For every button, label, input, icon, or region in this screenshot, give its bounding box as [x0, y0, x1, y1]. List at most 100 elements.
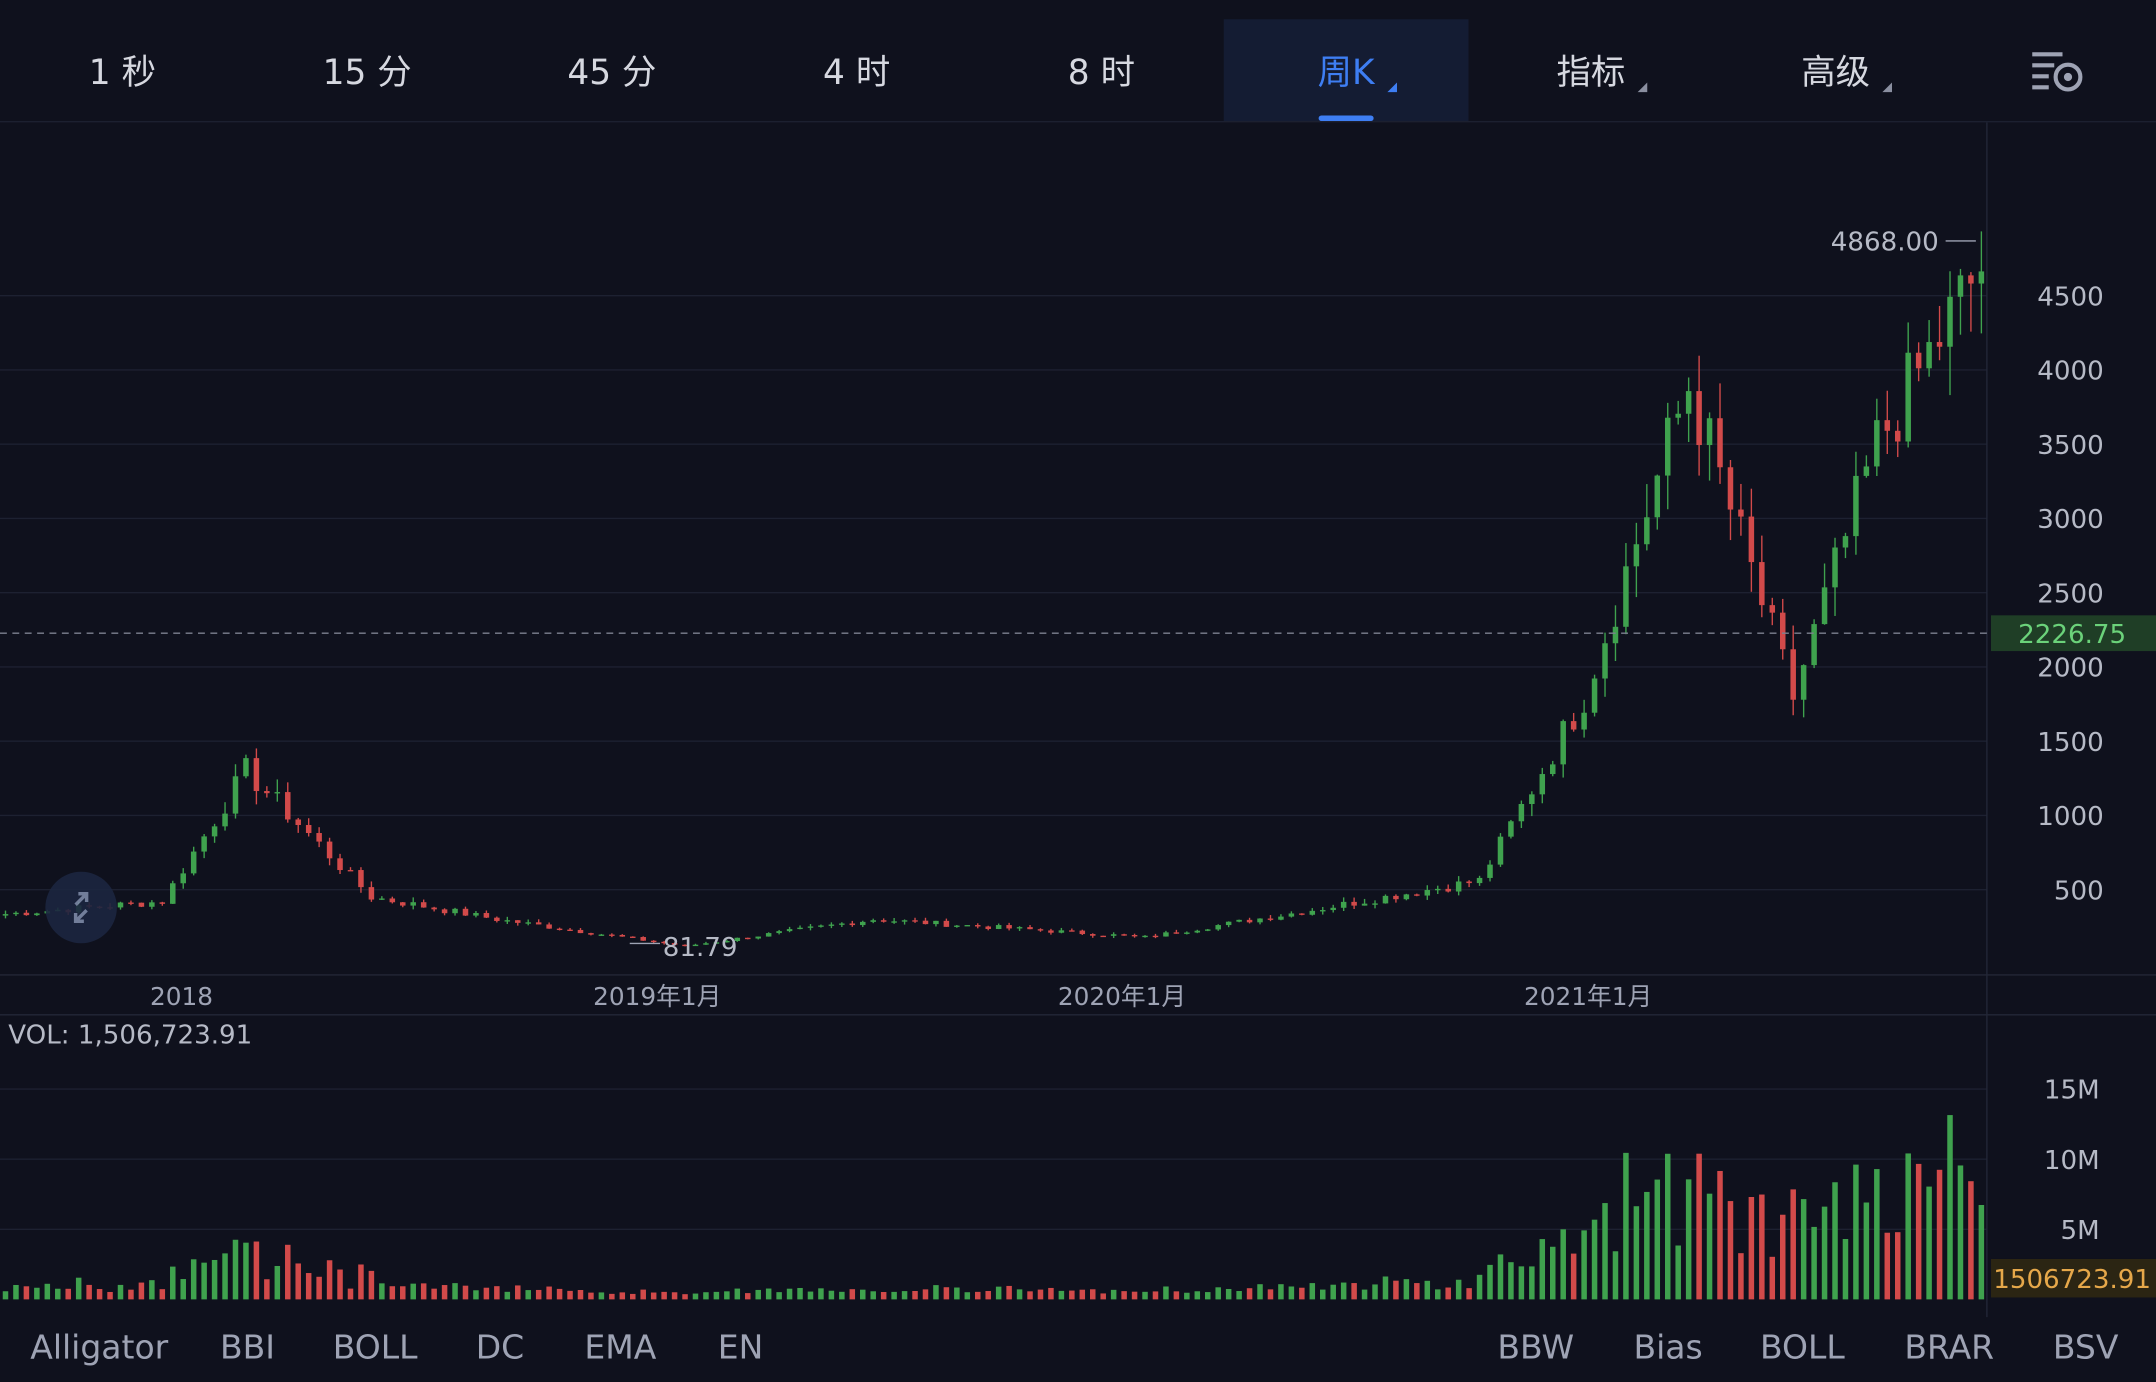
time-tick-label: 2021年1月 — [1524, 982, 1652, 1011]
price-tick-label: 3500 — [2037, 431, 2103, 461]
volume-bar — [1842, 1238, 1849, 1300]
candle-body — [985, 926, 991, 929]
candle-body — [849, 923, 856, 926]
indicator-bbw[interactable]: BBW — [1497, 1328, 1575, 1367]
volume-bar — [1978, 1204, 1985, 1300]
candle-body — [1403, 894, 1410, 900]
indicator-bias[interactable]: Bias — [1633, 1328, 1703, 1367]
volume-bar — [1027, 1291, 1033, 1300]
candle-body — [1288, 913, 1295, 917]
volume-bar — [1518, 1266, 1525, 1300]
candle-body — [1205, 929, 1211, 931]
expand-chart-button[interactable] — [45, 871, 117, 944]
volume-bar — [661, 1291, 667, 1300]
volume-bar — [1090, 1289, 1096, 1300]
volume-bar — [107, 1291, 113, 1300]
volume-bar — [347, 1288, 354, 1300]
volume-tick-label: 10M — [2044, 1146, 2100, 1176]
candle-body — [682, 944, 688, 947]
volume-bar — [912, 1290, 918, 1300]
volume-bar — [1257, 1284, 1263, 1300]
tab-15m[interactable]: 15 分 — [322, 52, 412, 93]
volume-bar — [180, 1279, 186, 1300]
candle-body — [170, 883, 176, 904]
volume-bar — [995, 1286, 1002, 1300]
volume-bar — [1048, 1287, 1054, 1300]
candle-body — [556, 928, 563, 931]
volume-bar — [609, 1293, 615, 1300]
volume-bar — [556, 1288, 563, 1300]
candle-body — [1549, 764, 1556, 775]
volume-bar — [860, 1289, 866, 1300]
tab-45m[interactable]: 45 分 — [567, 52, 657, 93]
candle-body — [1874, 420, 1880, 467]
tab-1s[interactable]: 1 秒 — [88, 52, 156, 93]
candle-body — [316, 833, 322, 842]
tab-4h[interactable]: 4 时 — [823, 52, 891, 93]
candle-body — [1717, 418, 1723, 468]
candle-body — [1654, 475, 1661, 518]
indicator-bbi[interactable]: BBI — [220, 1328, 276, 1367]
low-price-label: 81.79 — [663, 933, 738, 963]
candle-body — [1184, 932, 1190, 934]
tab-indicators[interactable]: 指标 — [1469, 19, 1714, 121]
tab-advanced[interactable]: 高级 — [1713, 19, 1958, 121]
volume-bar — [1424, 1280, 1431, 1300]
indicator-bsv[interactable]: BSV — [2052, 1328, 2119, 1367]
volume-bar — [724, 1291, 730, 1300]
volume-bar — [1779, 1214, 1786, 1300]
candle-body — [1978, 271, 1985, 284]
indicator-boll-main[interactable]: BOLL — [332, 1328, 418, 1367]
dropdown-triangle-icon — [1387, 82, 1397, 93]
volume-bar — [765, 1288, 772, 1300]
volume-bar — [44, 1283, 51, 1300]
volume-bar — [901, 1291, 908, 1300]
candle-body — [1142, 935, 1148, 938]
candle-body — [1246, 919, 1253, 923]
candle-body — [734, 937, 741, 941]
candle-body — [1957, 275, 1964, 297]
candle-body — [1257, 918, 1263, 923]
candle-body — [1759, 562, 1765, 606]
tab-weekly[interactable]: 周K — [1223, 19, 1469, 121]
volume-bar — [1079, 1289, 1086, 1300]
volume-bar — [1414, 1283, 1420, 1300]
volume-bar — [473, 1290, 479, 1300]
volume-bar — [1225, 1288, 1232, 1300]
indicator-alligator[interactable]: Alligator — [30, 1328, 169, 1367]
indicator-dc[interactable]: DC — [475, 1328, 525, 1367]
price-tick-label: 2500 — [2037, 579, 2103, 609]
volume-bar — [1267, 1289, 1274, 1300]
candle-body — [776, 931, 782, 934]
candle-body — [1048, 930, 1054, 933]
dropdown-triangle-icon — [1637, 82, 1648, 93]
volume-bar — [797, 1287, 803, 1300]
volume-bar — [975, 1291, 981, 1300]
volume-bar — [483, 1287, 490, 1300]
candle-body — [253, 758, 260, 792]
candle-body — [1811, 624, 1817, 666]
volume-bar — [828, 1290, 835, 1300]
volume-bar — [1142, 1291, 1148, 1300]
indicator-brar[interactable]: BRAR — [1904, 1328, 1995, 1367]
volume-bar — [1821, 1206, 1828, 1300]
indicator-ema[interactable]: EMA — [584, 1328, 657, 1367]
chart-settings-icon[interactable] — [2027, 47, 2088, 97]
candle-body — [358, 870, 364, 888]
candle-body — [1131, 934, 1138, 937]
tab-8h[interactable]: 8 时 — [1067, 52, 1135, 93]
candle-body — [1518, 804, 1525, 822]
volume-bar — [138, 1282, 145, 1300]
indicator-env[interactable]: EN — [717, 1328, 764, 1367]
volume-bar — [358, 1264, 364, 1300]
volume-bar — [577, 1289, 584, 1300]
volume-bar — [96, 1289, 103, 1300]
indicator-boll-sub[interactable]: BOLL — [1760, 1328, 1845, 1367]
candle-body — [190, 851, 197, 874]
candle-body — [1173, 932, 1180, 934]
candle-body — [1738, 509, 1744, 517]
volume-axis-ticks: 5M 10M 15M — [2044, 1076, 2100, 1246]
kline-chart[interactable]: 500 1000 1500 2000 2500 3000 3500 4000 4500 5M 10… — [0, 122, 2156, 1318]
candle-body — [1351, 901, 1357, 906]
candle-body — [431, 907, 437, 910]
